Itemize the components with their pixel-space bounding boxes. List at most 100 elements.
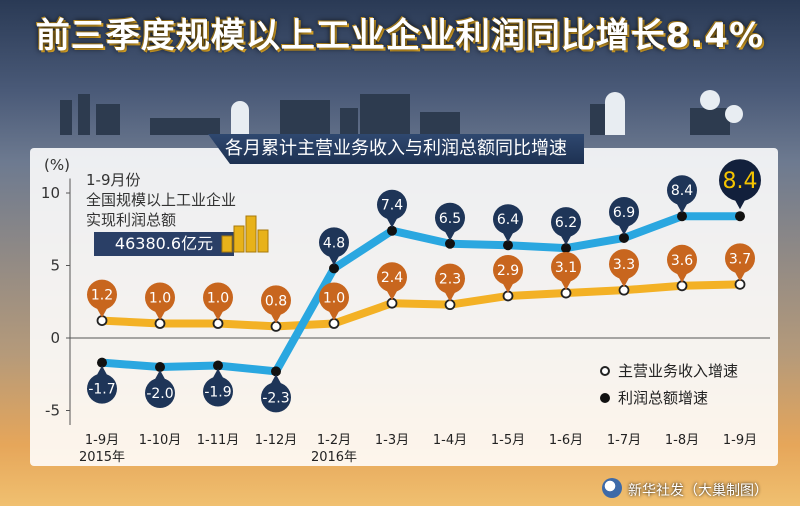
profit-data-label: 8.4 (667, 175, 697, 214)
profit-point (677, 211, 687, 222)
chart-legend: 主营业务收入增速 利润总额增速 (600, 360, 738, 414)
x-tick-label: 1-5月 (491, 433, 525, 448)
revenue-data-label-pointer (618, 276, 630, 288)
profit-data-label: 6.4 (493, 204, 523, 243)
profit-data-label-bubble (667, 175, 697, 206)
revenue-data-label: 3.6 (667, 244, 697, 283)
y-tick-label: 0 (50, 329, 60, 347)
profit-data-label: -2.3 (261, 374, 291, 413)
profit-data-label-pointer (328, 254, 340, 266)
revenue-data-label-pointer (96, 306, 108, 318)
revenue-data-label: 0.8 (261, 285, 291, 324)
profit-data-label-bubble (435, 202, 465, 233)
profit-data-label-highlight-bubble (719, 159, 761, 202)
x-tick-label: 1-6月 (549, 433, 583, 448)
info-line-scope: 全国规模以上工业企业 (86, 191, 237, 209)
profit-data-label-pointer (618, 223, 630, 235)
profit-data-label-text: 6.5 (439, 211, 461, 227)
profit-point (619, 232, 629, 243)
coin-stack-icon (221, 215, 269, 253)
profit-data-label-bubble (145, 378, 175, 408)
profit-data-label: 6.2 (551, 207, 581, 246)
info-total-value: 46380.6亿元 (94, 232, 234, 256)
x-tick-label: 1-12月 (255, 433, 298, 448)
revenue-data-label-pointer (734, 270, 746, 282)
legend-item-revenue: 主营业务收入增速 (600, 360, 738, 381)
legend-label-profit: 利润总额增速 (618, 389, 709, 407)
revenue-data-label-bubble (377, 262, 407, 293)
profit-data-label-bubble (87, 373, 117, 404)
profit-data-label-text: 6.2 (555, 215, 577, 231)
revenue-data-label: 3.3 (609, 249, 639, 288)
revenue-data-label: 1.0 (319, 282, 349, 321)
chart-subtitle: 各月累计主营业务收入与利润总额同比增速 (208, 134, 584, 164)
x-tick-label: 1-7月 (607, 433, 641, 448)
profit-data-label-pointer (270, 374, 282, 386)
profit-data-label: -1.7 (87, 365, 117, 404)
profit-data-label-text: 7.4 (381, 198, 403, 214)
info-line-period: 1-9月份 (86, 171, 141, 189)
profit-data-label-text: 4.8 (323, 235, 345, 251)
profit-point (97, 357, 107, 368)
legend-dot-profit (600, 392, 610, 403)
revenue-data-label-bubble (435, 263, 465, 294)
profit-data-label-pointer (154, 370, 166, 381)
profit-data-label-bubble (551, 207, 581, 238)
revenue-data-label-pointer (444, 290, 456, 302)
profit-data-label: 6.5 (435, 202, 465, 241)
revenue-data-label: 2.4 (377, 262, 407, 301)
legend-label-revenue: 主营业务收入增速 (618, 362, 739, 380)
profit-point (213, 360, 223, 371)
profit-data-label-text: -1.7 (88, 382, 115, 398)
y-tick-label: 10 (41, 184, 60, 202)
profit-data-label-pointer (676, 202, 688, 214)
revenue-data-label-bubble (145, 282, 175, 313)
profit-data-label-pointer (386, 216, 398, 228)
revenue-data-label-bubble (493, 254, 523, 285)
info-box: 1-9月份 全国规模以上工业企业 实现利润总额 (86, 170, 236, 230)
profit-point (561, 243, 571, 254)
page-title: 前三季度规模以上工业企业利润同比增长8.4% (35, 16, 765, 56)
revenue-data-label: 1.0 (203, 282, 233, 321)
profit-point (329, 263, 339, 274)
revenue-data-label-pointer (676, 271, 688, 283)
profit-data-label: 6.9 (609, 196, 639, 235)
profit-data-label-bubble (377, 189, 407, 220)
profit-data-label-pointer (212, 368, 224, 380)
revenue-data-label: 3.7 (725, 243, 755, 282)
y-tick-label: 5 (50, 257, 60, 275)
revenue-data-label-bubble (203, 282, 233, 313)
revenue-data-label-bubble (725, 243, 755, 274)
y-axis-unit: (%) (44, 156, 70, 174)
profit-point (445, 238, 455, 249)
profit-data-label-bubble (319, 227, 349, 258)
x-tick-label: 1-9月 (85, 433, 119, 448)
x-tick-label: 1-11月 (197, 433, 240, 448)
profit-data-label-pointer (560, 234, 572, 246)
legend-item-profit: 利润总额增速 (600, 387, 738, 408)
revenue-growth-line (98, 280, 744, 331)
profit-data-label: 4.8 (319, 227, 349, 266)
x-tick-label: 1-9月 (723, 433, 757, 448)
revenue-data-label-pointer (154, 309, 166, 321)
revenue-data-label: 1.2 (87, 279, 117, 318)
revenue-data-label-bubble (609, 249, 639, 280)
revenue-data-label-pointer (212, 309, 224, 321)
profit-data-label-text: -1.9 (204, 385, 231, 401)
x-tick-label: 1-3月 (375, 433, 409, 448)
profit-data-label-pointer (96, 365, 108, 377)
revenue-data-label-pointer (386, 289, 398, 301)
revenue-data-label-bubble (667, 244, 697, 275)
profit-point (155, 362, 165, 372)
revenue-data-label-text: 1.0 (323, 291, 345, 307)
profit-data-label: -2.0 (145, 370, 175, 408)
profit-data-label-highlight-text: 8.4 (723, 169, 758, 194)
profit-data-label-bubble (261, 382, 291, 413)
profit-data-label-bubble (609, 196, 639, 227)
x-tick-label: 1-10月 (139, 433, 182, 448)
revenue-data-label-text: 1.2 (91, 288, 113, 304)
profit-data-label-text: 8.4 (671, 183, 693, 199)
revenue-data-label-text: 1.0 (149, 291, 171, 307)
profit-data-label: 7.4 (377, 189, 407, 228)
